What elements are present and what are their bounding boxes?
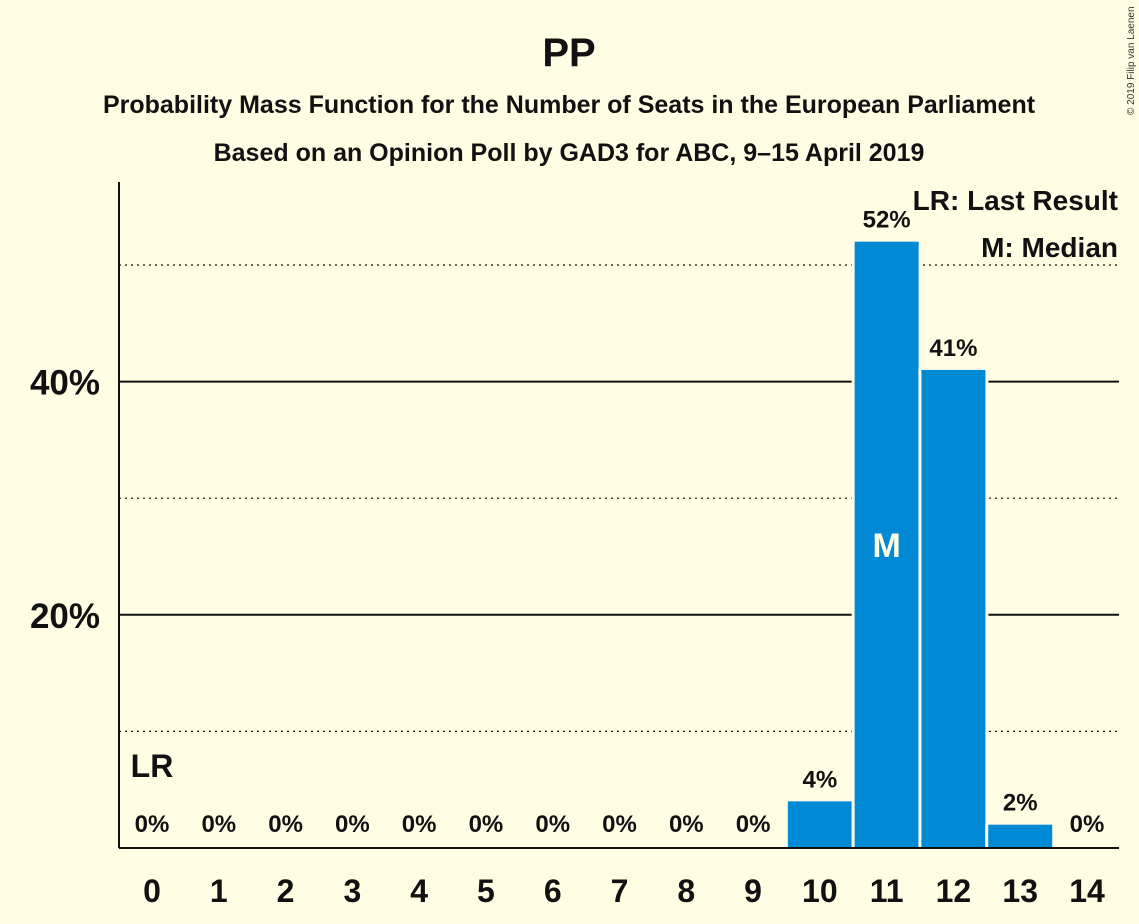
y-tick-label: 40%: [30, 364, 100, 403]
bar-value-label: 0%: [535, 811, 570, 838]
x-tick-label: 12: [936, 873, 972, 909]
bar-value-label: 0%: [602, 811, 637, 838]
y-tick-labels: 20% 40%: [30, 364, 100, 636]
x-tick-label: 3: [343, 873, 361, 909]
x-tick-label: 4: [410, 873, 428, 909]
chart-subtitle-1: Probability Mass Function for the Number…: [103, 91, 1036, 119]
x-tick-label: 14: [1069, 873, 1105, 909]
x-tick-label: 13: [1002, 873, 1038, 909]
x-tick-label: 2: [277, 873, 295, 909]
x-tick-label: 6: [544, 873, 562, 909]
bar: [854, 241, 919, 848]
bar-value-label: 41%: [929, 335, 977, 362]
bar: [787, 801, 852, 848]
bar-value-label: 0%: [669, 811, 704, 838]
bars: [784, 240, 1056, 848]
bar-value-label: 4%: [803, 766, 838, 793]
bar-value-label: 0%: [402, 811, 437, 838]
data-labels: 0% 0% 0% 0% 0% 0% 0% 0% 0% 0% 4% 52% 41% 2% 0% M LR: [131, 207, 1105, 838]
bar-value-label: 52%: [863, 207, 911, 234]
y-tick-label: 20%: [30, 597, 100, 636]
x-tick-label: 8: [677, 873, 695, 909]
x-tick-labels: 0 1 2 3 4 5 6 7 8 9 10 11 12 13 14: [143, 873, 1105, 909]
x-tick-label: 0: [143, 873, 161, 909]
last-result-marker: LR: [131, 748, 174, 784]
bar-value-label: 0%: [469, 811, 504, 838]
x-tick-label: 9: [744, 873, 762, 909]
x-tick-label: 1: [210, 873, 228, 909]
legend-median: M: Median: [981, 232, 1118, 263]
bar-value-label: 0%: [201, 811, 236, 838]
chart-title: PP: [542, 31, 595, 75]
chart-subtitle-2: Based on an Opinion Poll by GAD3 for ABC…: [214, 139, 925, 167]
x-tick-label: 10: [802, 873, 838, 909]
bar-value-label: 0%: [1070, 811, 1105, 838]
legend-last-result: LR: Last Result: [913, 185, 1118, 216]
bar: [921, 369, 986, 848]
x-tick-label: 5: [477, 873, 495, 909]
copyright-notice: © 2019 Filip van Laenen: [1126, 6, 1137, 115]
bar-value-label: 0%: [335, 811, 370, 838]
bar-value-label: 0%: [135, 811, 170, 838]
x-tick-label: 11: [870, 873, 904, 909]
bar: [988, 824, 1053, 848]
median-marker: M: [872, 527, 900, 565]
x-tick-label: 7: [611, 873, 629, 909]
bar-value-label: 2%: [1003, 790, 1038, 817]
bar-value-label: 0%: [736, 811, 771, 838]
bar-value-label: 0%: [268, 811, 303, 838]
